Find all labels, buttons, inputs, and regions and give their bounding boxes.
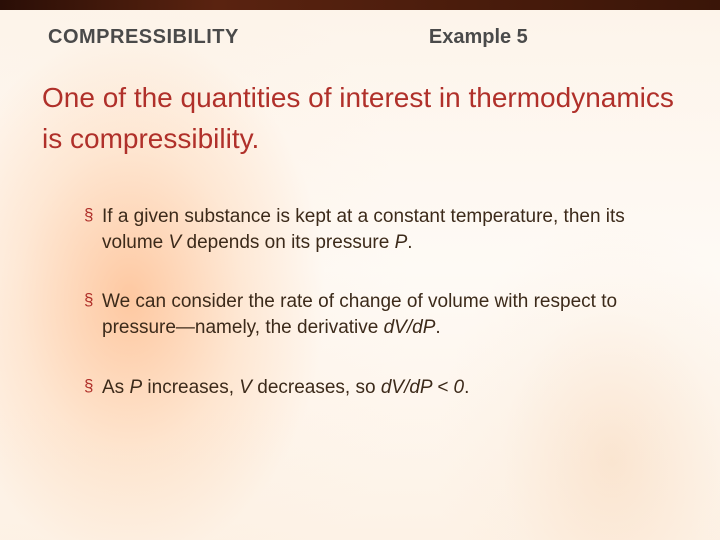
text-run: decreases, so xyxy=(252,377,381,398)
text-run: . xyxy=(435,317,440,338)
text-italic: dV/dP < 0 xyxy=(381,377,464,398)
bullet-text: We can consider the rate of change of vo… xyxy=(102,289,672,340)
list-item: § If a given substance is kept at a cons… xyxy=(84,204,672,255)
bullet-text: If a given substance is kept at a consta… xyxy=(102,204,672,255)
slide-header: COMPRESSIBILITY Example 5 xyxy=(48,26,672,49)
bullet-text: As P increases, V decreases, so dV/dP < … xyxy=(102,375,672,401)
text-italic: V xyxy=(239,377,252,398)
bullet-list: § If a given substance is kept at a cons… xyxy=(84,204,672,434)
example-label: Example 5 xyxy=(429,26,528,49)
list-item: § We can consider the rate of change of … xyxy=(84,289,672,340)
section-title: COMPRESSIBILITY xyxy=(48,26,239,49)
text-italic: V xyxy=(169,232,182,253)
list-item: § As P increases, V decreases, so dV/dP … xyxy=(84,375,672,401)
text-run: We can consider the rate of change of vo… xyxy=(102,291,617,338)
bullet-marker: § xyxy=(84,204,102,255)
text-run: . xyxy=(464,377,469,398)
text-run: depends on its pressure xyxy=(181,232,394,253)
bullet-marker: § xyxy=(84,375,102,401)
text-run: . xyxy=(407,232,412,253)
top-accent-bar xyxy=(0,0,720,10)
text-italic: P xyxy=(395,232,408,253)
text-run: increases, xyxy=(142,377,239,398)
intro-text: One of the quantities of interest in the… xyxy=(42,78,678,159)
text-italic: P xyxy=(129,377,142,398)
text-italic: dV/dP xyxy=(384,317,436,338)
text-run: As xyxy=(102,377,129,398)
bullet-marker: § xyxy=(84,289,102,340)
